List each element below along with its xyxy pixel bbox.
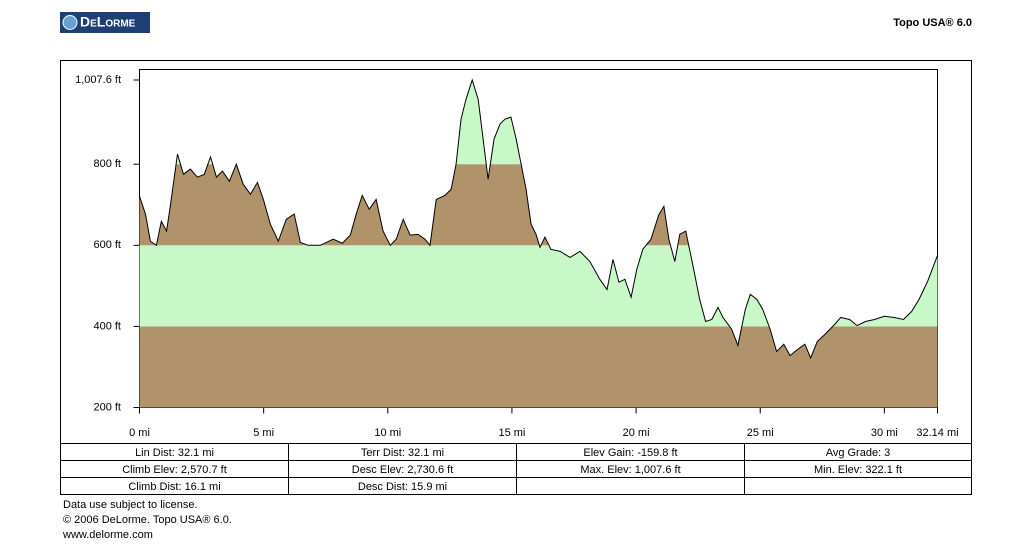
x-tick-label: 32.14 mi bbox=[916, 427, 958, 439]
y-tick-label: 1,007.6 ft bbox=[75, 74, 121, 86]
x-tick-label: 10 mi bbox=[374, 427, 401, 439]
elevation-band bbox=[139, 80, 938, 165]
elevation-band bbox=[139, 164, 938, 246]
stat-cell: Avg Grade: 3 bbox=[826, 447, 891, 459]
footer-line: Data use subject to license. bbox=[63, 499, 198, 511]
y-tick-label: 200 ft bbox=[93, 401, 121, 413]
y-tick-label: 800 ft bbox=[93, 158, 121, 170]
app-title: Topo USA® 6.0 bbox=[893, 17, 972, 29]
y-tick-label: 400 ft bbox=[93, 320, 121, 332]
x-tick-label: 20 mi bbox=[623, 427, 650, 439]
x-tick-label: 15 mi bbox=[498, 427, 525, 439]
x-tick-label: 0 mi bbox=[129, 427, 150, 439]
y-tick-label: 600 ft bbox=[93, 239, 121, 251]
x-tick-label: 30 mi bbox=[871, 427, 898, 439]
stat-cell: Climb Elev: 2,570.7 ft bbox=[122, 464, 227, 476]
stat-cell: Max. Elev: 1,007.6 ft bbox=[580, 464, 680, 476]
stat-cell: Desc Elev: 2,730.6 ft bbox=[352, 464, 454, 476]
stat-cell: Desc Dist: 15.9 mi bbox=[358, 481, 447, 493]
stat-cell: Terr Dist: 32.1 mi bbox=[361, 447, 444, 459]
logo-box bbox=[60, 12, 150, 33]
logo-globe bbox=[62, 15, 78, 30]
elevation-line bbox=[139, 78, 938, 360]
elevation-band bbox=[139, 245, 938, 327]
stat-cell: Min. Elev: 322.1 ft bbox=[814, 464, 902, 476]
footer: Data use subject to license. © 2006 DeLor… bbox=[62, 499, 232, 541]
x-tick-label: 25 mi bbox=[747, 427, 774, 439]
plot: 200 ft 400 ft 600 ft 800 ft 1,007.6 ft 0 mi 5 … bbox=[75, 74, 958, 439]
x-tick-label: 5 mi bbox=[253, 427, 274, 439]
footer-line: © 2006 DeLorme. Topo USA® 6.0. bbox=[63, 514, 232, 526]
stat-cell: Elev Gain: -159.8 ft bbox=[583, 447, 677, 459]
logo-text: DeLorme bbox=[80, 14, 136, 30]
footer-line: www.delorme.com bbox=[62, 529, 153, 541]
stats-table: Lin Dist: 32.1 mi Terr Dist: 32.1 mi Elev … bbox=[60, 443, 972, 495]
stat-cell: Lin Dist: 32.1 mi bbox=[135, 447, 214, 459]
stat-cell: Climb Dist: 16.1 mi bbox=[128, 481, 220, 493]
elevation-band bbox=[139, 326, 938, 408]
